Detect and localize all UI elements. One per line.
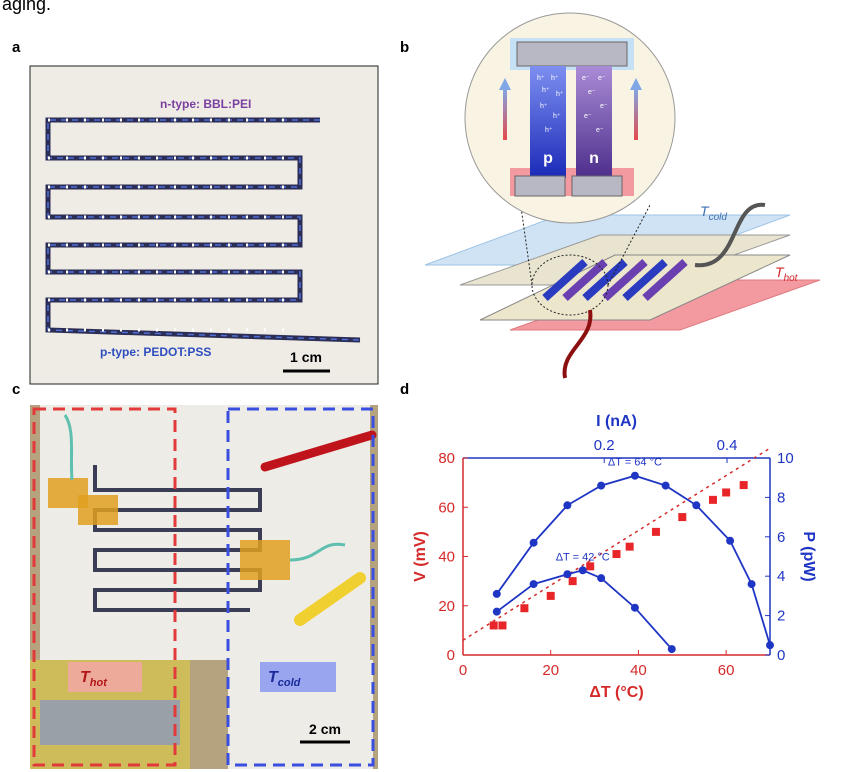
y-tick-label: 20	[438, 598, 455, 615]
fit-line	[463, 448, 770, 640]
hole-label: h⁺	[545, 127, 553, 134]
panel-b: b h⁺h⁺h⁺h⁺h⁺h⁺h⁺e⁻e⁻e⁻e⁻e⁻e⁻ p	[400, 13, 820, 378]
panel-d: d 0 20 40 60 0 20 40 60 80 0.2 0.4 0 2 4 6 8 10 ΔT (°C) I …	[400, 381, 817, 701]
data-point	[493, 590, 501, 598]
electron-label: e⁻	[598, 75, 606, 82]
data-point	[678, 513, 686, 521]
x2-tick-label: 0.2	[594, 437, 615, 454]
data-point	[579, 566, 587, 574]
data-point	[493, 608, 501, 616]
data-point	[726, 537, 734, 545]
data-point	[613, 550, 621, 558]
p-label: p	[543, 150, 553, 167]
data-point	[597, 482, 605, 490]
scale-label: 1 cm	[290, 349, 322, 365]
hole-label: h⁺	[551, 75, 559, 82]
electron-label: e⁻	[596, 127, 604, 134]
subscript: cold	[709, 212, 728, 223]
data-point	[586, 562, 594, 570]
electrode	[572, 176, 622, 196]
panel-letter: a	[12, 39, 21, 56]
y2-tick-label: 0	[777, 647, 785, 664]
y2-tick-label: 10	[777, 450, 794, 467]
hole-label: h⁺	[540, 103, 548, 110]
felt	[40, 405, 370, 660]
data-point	[652, 528, 660, 536]
data-point	[631, 604, 639, 612]
electron-label: e⁻	[588, 89, 596, 96]
y-tick-label: 60	[438, 499, 455, 516]
data-point	[692, 501, 700, 509]
hole-label: h⁺	[537, 75, 545, 82]
data-point	[530, 539, 538, 547]
subscript: hot	[784, 273, 799, 284]
data-point	[547, 592, 555, 600]
y2-tick-label: 4	[777, 568, 785, 585]
x-tick-label: 0	[459, 662, 467, 679]
y2-tick-label: 2	[777, 608, 785, 625]
n-label: n	[589, 150, 599, 167]
data-point	[597, 574, 605, 582]
data-point	[563, 570, 571, 578]
curve	[497, 476, 770, 645]
data-point	[748, 580, 756, 588]
hole-label: h⁺	[556, 91, 564, 98]
data-point	[709, 496, 717, 504]
y-axis-title: V (mV)	[412, 531, 429, 582]
electron-label: e⁻	[600, 103, 608, 110]
panel-letter: d	[400, 381, 409, 398]
panel-c: c Thot Tcold 2 cm	[12, 381, 378, 769]
x-tick-label: 20	[542, 662, 559, 679]
data-point	[662, 482, 670, 490]
data-point	[631, 472, 639, 480]
x-tick-label: 40	[630, 662, 647, 679]
heat-arrow	[634, 88, 638, 140]
y-tick-label: 40	[438, 549, 455, 566]
panel-a: a n-type: BBL:PEI p-type: PEDOT:PSS 1 cm	[12, 39, 378, 384]
y2-tick-label: 6	[777, 529, 785, 546]
data-point	[626, 543, 634, 551]
annotation: ΔT = 42 °C	[556, 551, 610, 563]
x2-axis-title: I (nA)	[596, 413, 637, 430]
data-point	[520, 604, 528, 612]
data-point	[498, 621, 506, 629]
p-type-label: p-type: PEDOT:PSS	[100, 345, 211, 359]
y-tick-label: 80	[438, 450, 455, 467]
x-tick-label: 60	[718, 662, 735, 679]
figure: aging. a n-type: BBL:PEI p-type: PEDOT:P…	[0, 0, 846, 772]
data-point	[740, 481, 748, 489]
panel-letter: b	[400, 39, 409, 56]
subscript: cold	[278, 677, 301, 689]
data-point	[569, 577, 577, 585]
tape	[78, 495, 118, 525]
subscript: hot	[90, 677, 108, 689]
y-tick-label: 0	[447, 647, 455, 664]
n-type-label: n-type: BBL:PEI	[160, 97, 251, 111]
electrode	[517, 42, 627, 66]
hole-label: h⁺	[553, 113, 561, 120]
tape	[240, 540, 290, 580]
data-point	[490, 621, 498, 629]
panel-letter: c	[12, 381, 20, 398]
electron-label: e⁻	[582, 75, 590, 82]
x-axis-title: ΔT (°C)	[589, 684, 643, 701]
data-point	[668, 645, 676, 653]
y2-tick-label: 8	[777, 489, 785, 506]
y2-axis-title: P (pW)	[800, 531, 817, 581]
caption-fragment: aging.	[2, 0, 51, 14]
data-point	[563, 501, 571, 509]
hole-label: h⁺	[542, 87, 550, 94]
data-point	[530, 580, 538, 588]
hot-plate	[40, 700, 180, 745]
data-point	[766, 641, 774, 649]
x2-tick-label: 0.4	[717, 437, 738, 454]
data-point	[722, 488, 730, 496]
annotation: ΔT = 64 °C	[608, 457, 662, 469]
electrode	[515, 176, 565, 196]
scale-label: 2 cm	[309, 721, 341, 737]
heat-arrow	[503, 88, 507, 140]
electron-label: e⁻	[584, 113, 592, 120]
